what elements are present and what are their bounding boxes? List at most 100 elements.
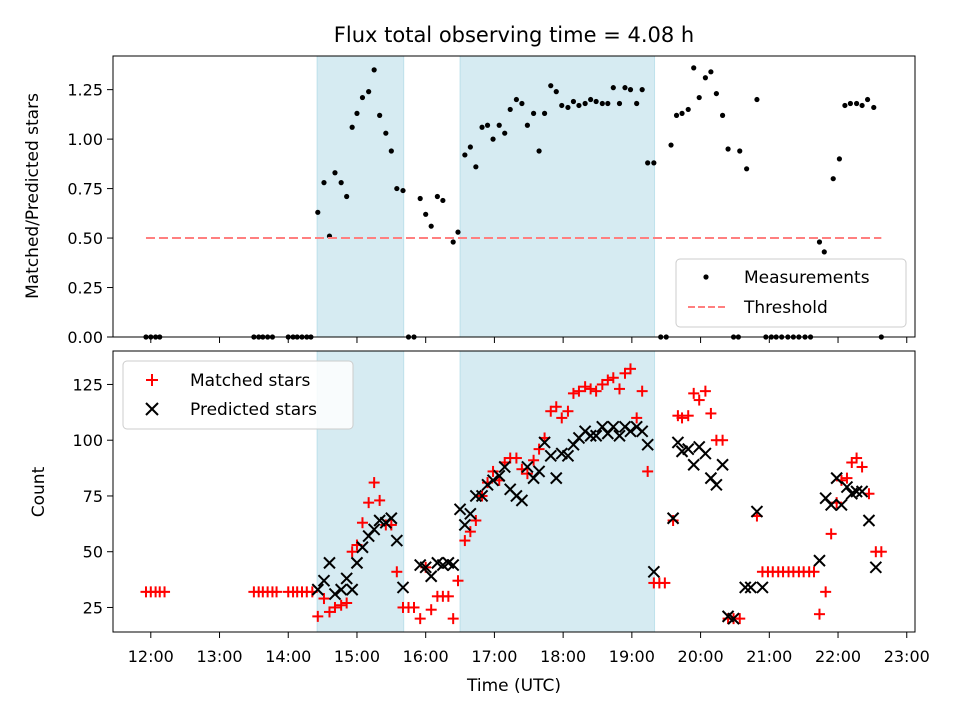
measurement-point [842, 102, 848, 109]
legend-predicted-marker [145, 402, 159, 416]
measurement-point [366, 89, 372, 95]
y-tick-label: 0.25 [67, 279, 103, 298]
bottom-panel: 25 50 75 100 125 Count Matched stars Predict… [29, 350, 930, 696]
predicted-stars-point [367, 523, 381, 536]
measurement-point [679, 110, 685, 116]
x-axis-label: Time (UTC) [466, 676, 561, 696]
y-tick-label: 1.25 [67, 81, 103, 100]
measurement-point [383, 130, 389, 136]
matched-stars-point [875, 546, 887, 558]
legend-matched-marker [146, 374, 158, 386]
matched-stars-point [556, 412, 568, 424]
x-tick-label: 22:00 [815, 647, 861, 666]
predicted-stars-point [589, 429, 603, 442]
predicted-stars-point [716, 458, 729, 471]
measurement-point [338, 180, 344, 186]
predicted-stars-point [671, 436, 685, 449]
bottom-panel-series [140, 363, 887, 625]
predicted-stars-point [340, 572, 353, 585]
y-tick-label: 0.00 [67, 328, 103, 347]
matched-stars-point [688, 387, 700, 399]
legend-measurements-marker [703, 274, 709, 280]
x-axis-ticks: 12:00 13:00 14:00 15:00 16:00 17:00 18:00 19:00… [128, 647, 930, 666]
measurement-point [816, 239, 823, 245]
measurement-point [417, 195, 423, 202]
predicted-stars-point [830, 471, 843, 485]
measurement-point [627, 87, 634, 93]
shaded-region [459, 350, 656, 633]
predicted-stars-point [739, 581, 752, 594]
measurement-point [685, 106, 691, 113]
measurement-point [744, 166, 750, 172]
x-tick-label: 23:00 [884, 647, 930, 666]
matched-stars-point [374, 494, 386, 506]
predicted-stars-point [328, 587, 342, 601]
predicted-stars-point [710, 478, 723, 492]
predicted-stars-point [486, 474, 500, 487]
predicted-stars-point [824, 498, 838, 512]
predicted-stars-point [521, 460, 534, 474]
measurement-point [859, 102, 865, 109]
measurement-point [513, 96, 520, 103]
y-tick-label: 100 [72, 431, 103, 450]
measurement-point [821, 249, 827, 255]
matched-stars-point [368, 477, 380, 489]
measurement-point [847, 100, 854, 107]
measurement-point [502, 130, 508, 136]
predicted-stars-point [475, 489, 489, 503]
matched-stars-point [550, 401, 562, 413]
measurement-point [691, 65, 697, 71]
predicted-stars-point [584, 429, 597, 442]
measurement-point [484, 122, 491, 128]
matched-stars-point [341, 597, 353, 609]
measurement-point [610, 85, 616, 91]
predicted-stars-point [840, 480, 854, 494]
matched-stars-point [659, 577, 671, 589]
x-tick-label: 19:00 [609, 647, 655, 666]
legend-predicted-label: Predicted stars [190, 400, 317, 420]
matched-stars-point [734, 613, 746, 625]
matched-stars-point [510, 452, 522, 464]
measurement-point [593, 98, 599, 105]
matched-stars-point [636, 385, 648, 397]
matched-stars-point [521, 468, 533, 480]
matched-stars-point [567, 387, 579, 399]
predicted-stars-point [756, 581, 769, 594]
x-tick-label: 15:00 [334, 647, 380, 666]
measurement-point [645, 160, 651, 166]
predicted-stars-point [356, 541, 369, 554]
matched-stars-point [585, 383, 597, 395]
measurement-point [496, 122, 502, 128]
measurement-point [853, 100, 860, 107]
measurement-point [455, 229, 461, 235]
top-panel: 0.00 0.25 0.50 0.75 1.00 1.25 Matched/Predict… [23, 55, 916, 347]
measurement-point [737, 148, 743, 154]
y-tick-label: 0.75 [67, 180, 103, 199]
predicted-stars-point [464, 507, 477, 521]
matched-stars-point [820, 586, 832, 598]
matched-stars-point [813, 608, 825, 620]
measurement-point [388, 148, 394, 154]
measurement-point [450, 239, 456, 245]
matched-stars-point [631, 412, 643, 424]
measurement-point [315, 209, 321, 215]
measurement-point [377, 112, 383, 118]
measurement-point [507, 106, 513, 113]
measurement-point [467, 144, 473, 150]
measurement-point [864, 96, 871, 103]
predicted-stars-point [538, 436, 551, 449]
matched-stars-point [408, 601, 420, 613]
y-tick-label: 125 [72, 375, 103, 394]
matched-stars-point [602, 374, 614, 386]
x-tick-label: 14:00 [265, 647, 311, 666]
top-panel-frame [112, 55, 916, 338]
matched-stars-point [851, 452, 863, 464]
measurement-point [725, 146, 731, 152]
matched-stars-point [579, 381, 591, 393]
matched-stars-point [447, 613, 459, 625]
measurement-point [616, 100, 623, 107]
predicted-stars-point [666, 512, 680, 525]
measurement-point [559, 102, 565, 109]
predicted-stars-point [647, 565, 661, 578]
measurement-point [830, 176, 836, 182]
